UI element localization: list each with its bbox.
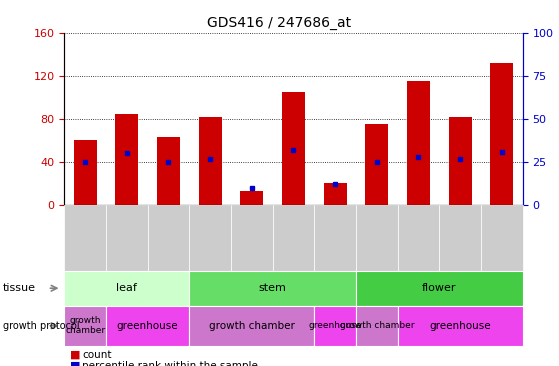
Bar <box>115 113 138 205</box>
Text: GSM9225: GSM9225 <box>164 216 173 259</box>
Text: GSM9231: GSM9231 <box>414 216 423 259</box>
Bar <box>366 124 389 205</box>
Text: GSM9224: GSM9224 <box>122 216 131 259</box>
Text: percentile rank within the sample: percentile rank within the sample <box>82 361 258 366</box>
Text: growth chamber: growth chamber <box>209 321 295 331</box>
Bar <box>490 63 513 205</box>
Bar <box>198 117 221 205</box>
Text: ■: ■ <box>70 361 80 366</box>
Text: ■: ■ <box>70 350 80 360</box>
Text: GSM9233: GSM9233 <box>498 216 506 259</box>
Bar <box>157 137 180 205</box>
Bar <box>407 81 430 205</box>
Text: greenhouse: greenhouse <box>117 321 178 331</box>
Bar <box>449 117 472 205</box>
Bar <box>240 191 263 205</box>
Text: GSM9227: GSM9227 <box>247 216 257 259</box>
Text: count: count <box>82 350 112 360</box>
Text: GSM9230: GSM9230 <box>372 216 381 259</box>
Text: flower: flower <box>422 283 457 293</box>
Bar <box>74 141 97 205</box>
Text: growth chamber: growth chamber <box>339 321 414 330</box>
Text: leaf: leaf <box>116 283 137 293</box>
Text: growth protocol: growth protocol <box>3 321 79 331</box>
Text: greenhouse: greenhouse <box>309 321 362 330</box>
Text: GSM9232: GSM9232 <box>456 216 465 259</box>
Text: GSM9223: GSM9223 <box>80 216 89 259</box>
Text: greenhouse: greenhouse <box>429 321 491 331</box>
Text: growth
chamber: growth chamber <box>65 316 105 336</box>
Bar <box>324 183 347 205</box>
Text: GSM9229: GSM9229 <box>330 216 340 259</box>
Text: GSM9228: GSM9228 <box>289 216 298 259</box>
Bar <box>282 92 305 205</box>
Text: GSM9226: GSM9226 <box>206 216 215 259</box>
Text: tissue: tissue <box>3 283 36 293</box>
Text: GDS416 / 247686_at: GDS416 / 247686_at <box>207 16 352 30</box>
Text: stem: stem <box>259 283 287 293</box>
